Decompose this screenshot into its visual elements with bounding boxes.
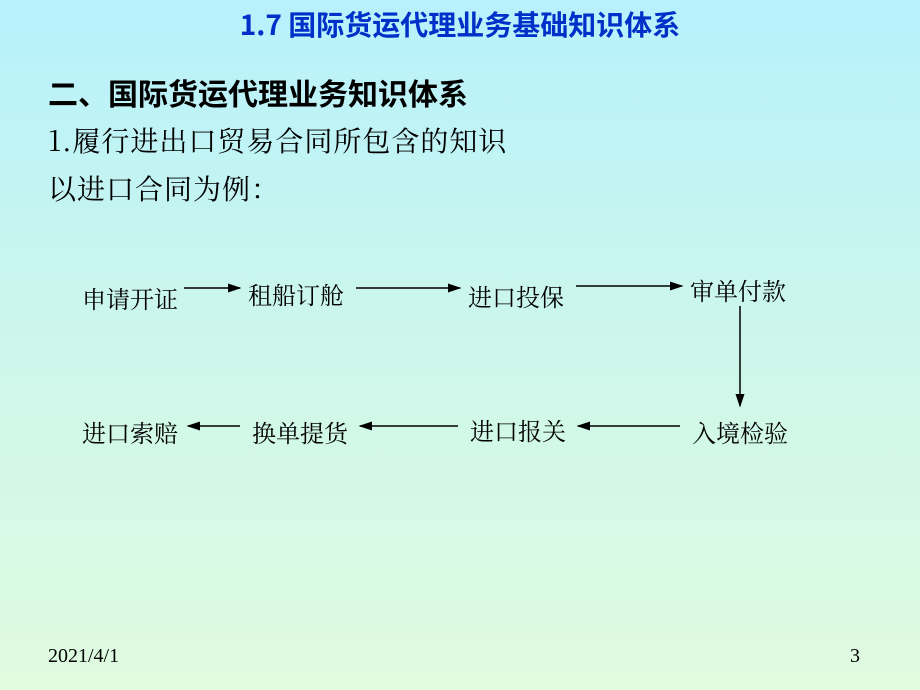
slide: 1.7 国际货运代理业务基础知识体系 二、国际货运代理业务知识体系 1.履行进出… [0,0,920,690]
body-line-2: 以进口合同为例： [48,168,280,208]
slide-title: 1.7 国际货运代理业务基础知识体系 [0,0,920,48]
body-line-1: 1.履行进出口贸易合同所包含的知识 [48,120,507,160]
flow-node-claim: 进口索赔 [82,414,178,449]
slide-page-number: 3 [850,645,860,668]
flow-node-audit-pay: 审单付款 [690,272,786,307]
flow-node-book-ship: 租船订舱 [248,276,344,311]
flow-node-entry-inspect: 入境检验 [692,414,788,449]
flow-node-customs: 进口报关 [470,412,566,447]
section-heading: 二、国际货运代理业务知识体系 [48,70,468,114]
flow-node-exchange-doc: 换单提货 [252,414,348,449]
flow-node-import-insure: 进口投保 [468,278,564,313]
flow-node-apply-lc: 申请开证 [82,280,178,315]
slide-date: 2021/4/1 [48,645,119,668]
